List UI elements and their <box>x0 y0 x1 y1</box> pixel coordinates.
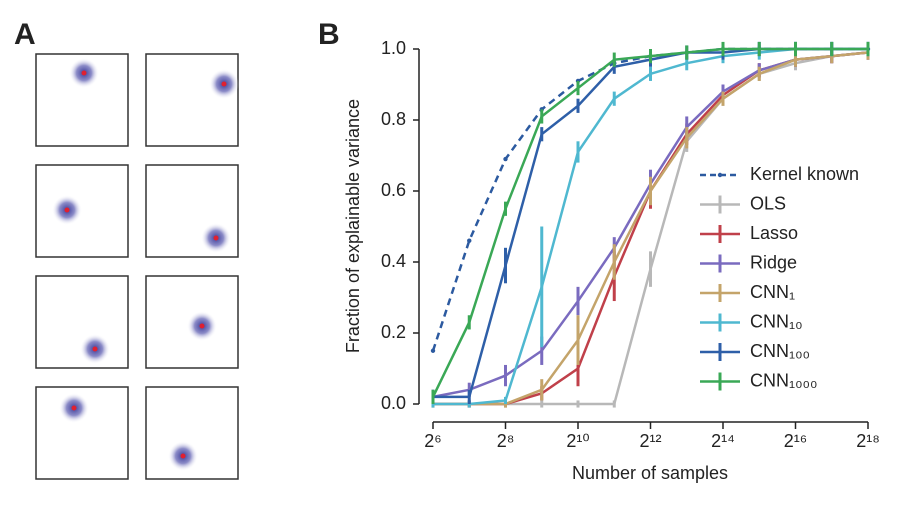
filter-box <box>145 164 239 258</box>
x-tick-label: 2¹⁶ <box>784 431 807 451</box>
x-tick-label: 2¹⁰ <box>566 431 589 451</box>
legend-marker <box>717 172 723 178</box>
filter-box <box>35 53 129 147</box>
blob-center <box>71 405 77 411</box>
legend-label: CNN₁₀ <box>750 311 803 331</box>
x-tick-label: 2¹⁸ <box>856 431 880 451</box>
x-tick-label: 2¹² <box>640 431 662 451</box>
point <box>467 238 472 243</box>
panel-label: A <box>14 18 36 51</box>
x-tick-label: 2⁸ <box>497 431 515 451</box>
point <box>430 348 436 353</box>
filter-box <box>35 275 129 369</box>
x-tick-label: 2¹⁴ <box>711 431 735 451</box>
blob-center <box>81 70 87 76</box>
blob-center <box>213 235 219 241</box>
filter-box <box>145 386 239 480</box>
y-tick-label: 0.6 <box>381 180 406 200</box>
blobs <box>52 58 239 471</box>
panel-label: B <box>318 18 340 51</box>
y-tick-label: 0.8 <box>381 109 406 129</box>
legend-label: CNN₁ <box>750 282 795 302</box>
y-tick-label: 0.0 <box>381 393 406 413</box>
x-axis-label: Number of samples <box>572 463 728 483</box>
blob-center <box>199 323 205 329</box>
y-tick-label: 0.2 <box>381 322 406 342</box>
legend-label: Lasso <box>750 223 798 243</box>
legend-label: CNN₁₀₀ <box>750 341 810 361</box>
legend-label: CNN₁₀₀₀ <box>750 370 817 390</box>
blob-center <box>92 346 98 352</box>
filter-grid <box>35 53 239 480</box>
y-tick-label: 1.0 <box>381 38 406 58</box>
legend-label: Kernel known <box>750 164 859 184</box>
y-tick-label: 0.4 <box>381 251 406 271</box>
point <box>503 156 508 162</box>
legend-label: OLS <box>750 193 786 213</box>
legend-label: Ridge <box>750 252 797 272</box>
filter-box <box>145 275 239 369</box>
blob-center <box>180 453 186 459</box>
x-tick-label: 2⁶ <box>424 431 441 451</box>
blob-center <box>221 81 227 87</box>
y-axis-label: Fraction of explainable variance <box>343 99 363 353</box>
blob-center <box>64 207 70 213</box>
filter-box <box>35 164 129 258</box>
filter-box <box>145 53 239 147</box>
filter-box <box>35 386 129 480</box>
